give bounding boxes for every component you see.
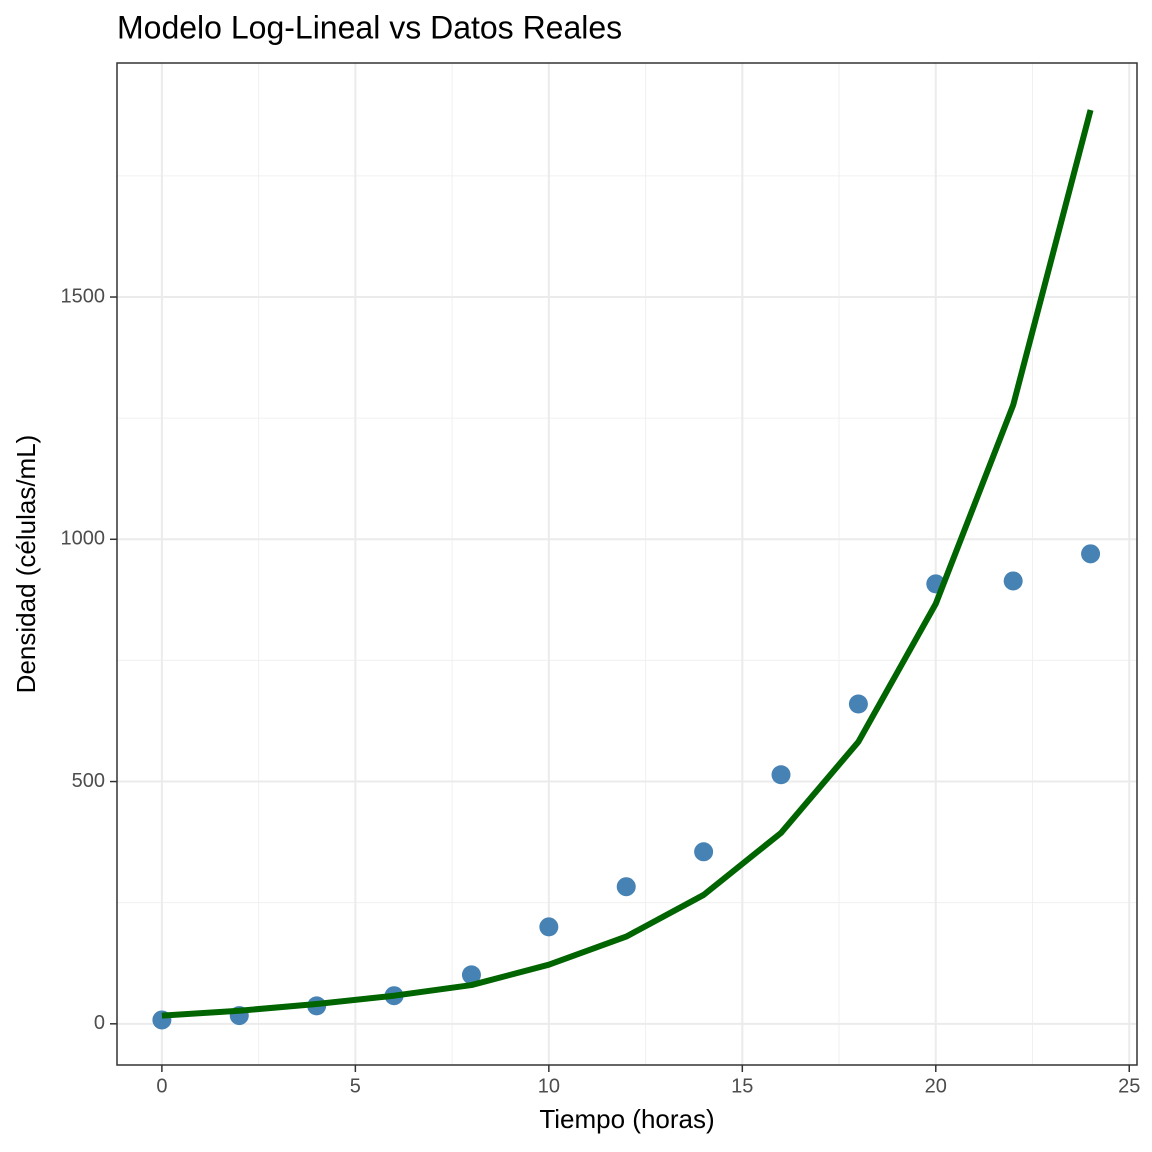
data-point (461, 965, 481, 985)
data-point (616, 877, 636, 897)
data-point (848, 694, 868, 714)
data-point (1003, 571, 1023, 591)
x-tick-label: 10 (538, 1075, 560, 1097)
plot-border (116, 62, 1138, 1066)
x-tick-label: 25 (1118, 1075, 1140, 1097)
x-tick-label: 20 (925, 1075, 947, 1097)
x-tick-label: 0 (156, 1075, 167, 1097)
chart-title: Modelo Log-Lineal vs Datos Reales (117, 9, 622, 45)
y-tick-label: 1500 (61, 285, 106, 307)
x-axis-label: Tiempo (horas) (539, 1104, 714, 1134)
y-axis-label: Densidad (células/mL) (11, 435, 41, 694)
x-tick-label: 5 (350, 1075, 361, 1097)
y-tick-label: 1000 (61, 528, 106, 550)
data-point (771, 765, 791, 785)
y-tick-label: 500 (72, 770, 105, 792)
data-point (539, 917, 559, 937)
data-point (694, 842, 714, 862)
data-point (1081, 544, 1101, 564)
model-line (161, 109, 1094, 1019)
y-tick-label: 0 (94, 1012, 105, 1034)
x-tick-label: 15 (731, 1075, 753, 1097)
